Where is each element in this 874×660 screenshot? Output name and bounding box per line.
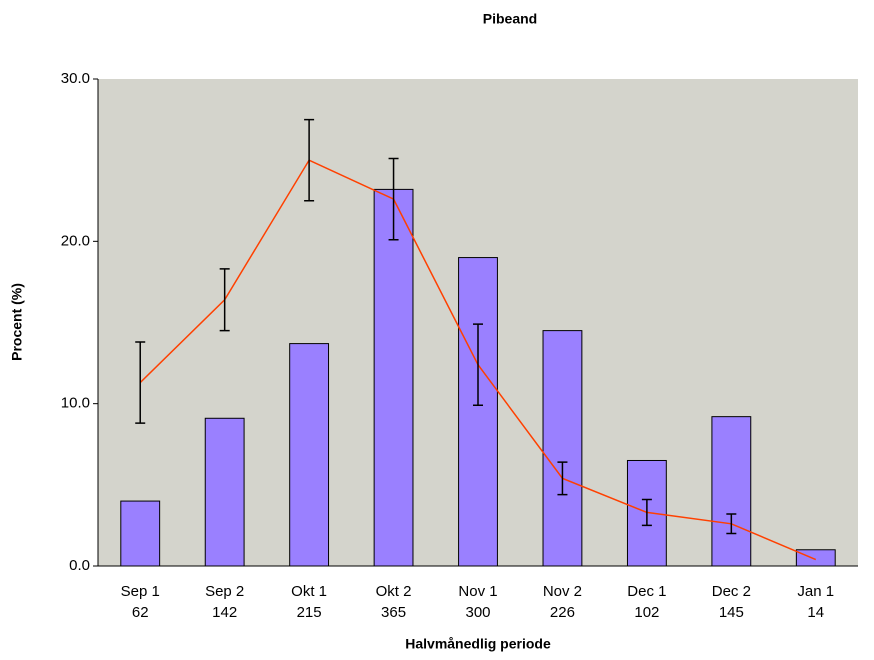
x-tick-count: 145: [719, 604, 744, 621]
x-tick-count: 142: [212, 604, 237, 621]
error-bar: [304, 118, 315, 202]
bar: [289, 343, 330, 567]
x-tick-count: 215: [297, 604, 322, 621]
bar: [120, 500, 161, 567]
x-tick-count: 226: [550, 604, 575, 621]
y-tick-label: 0.0: [69, 557, 90, 574]
bar: [795, 549, 836, 567]
x-tick-count: 14: [807, 604, 824, 621]
error-bar: [641, 498, 652, 527]
bar: [626, 459, 667, 567]
y-tick-label: 10.0: [61, 395, 90, 412]
x-tick-count: 62: [132, 604, 149, 621]
error-bar: [135, 341, 146, 424]
y-tick-label: 20.0: [61, 232, 90, 249]
bar: [542, 330, 583, 567]
x-tick-label: Dec 2: [712, 583, 751, 600]
x-tick-label: Jan 1: [797, 583, 834, 600]
error-bar: [557, 461, 568, 496]
error-bar: [726, 513, 737, 535]
x-axis-label: Halvmånedlig periode: [405, 636, 551, 652]
bar: [373, 188, 414, 567]
y-tick-label: 30.0: [61, 70, 90, 87]
x-tick-label: Nov 1: [458, 583, 497, 600]
x-tick-count: 102: [634, 604, 659, 621]
x-tick-count: 300: [465, 604, 490, 621]
bar: [458, 257, 498, 567]
bar: [711, 416, 752, 567]
x-tick-label: Dec 1: [627, 583, 666, 600]
x-tick-label: Sep 2: [205, 583, 244, 600]
x-tick-label: Sep 1: [121, 583, 160, 600]
error-bar: [473, 323, 483, 407]
bar: [204, 417, 245, 567]
x-tick-label: Nov 2: [543, 583, 582, 600]
x-tick-count: 365: [381, 604, 406, 621]
chart-title: Pibeand: [483, 11, 537, 27]
error-bar: [388, 157, 399, 241]
error-bar: [219, 268, 230, 332]
x-tick-label: Okt 2: [376, 583, 412, 600]
x-tick-label: Okt 1: [291, 583, 327, 600]
y-axis-label: Procent (%): [9, 283, 25, 361]
